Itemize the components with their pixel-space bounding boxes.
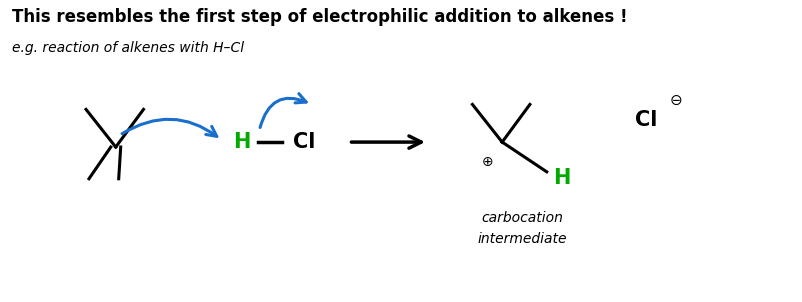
- Text: H: H: [233, 132, 250, 152]
- Text: ⊕: ⊕: [481, 155, 493, 169]
- Text: Cl: Cl: [293, 132, 315, 152]
- Text: Cl: Cl: [634, 110, 657, 130]
- Text: e.g. reaction of alkenes with H–Cl: e.g. reaction of alkenes with H–Cl: [12, 41, 244, 55]
- Text: carbocation
intermediate: carbocation intermediate: [477, 211, 567, 246]
- Text: This resembles the first step of electrophilic addition to alkenes !: This resembles the first step of electro…: [12, 8, 627, 26]
- Text: H: H: [553, 168, 570, 188]
- Text: ⊖: ⊖: [669, 93, 682, 108]
